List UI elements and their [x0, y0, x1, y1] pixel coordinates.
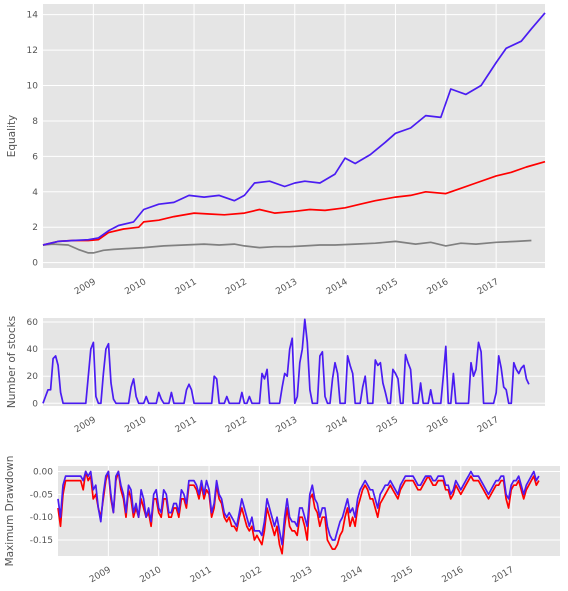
equality-series-line-0	[42, 239, 532, 254]
equality-chart-panel: 0 2 4 6 8 10 12 14 2009 2010 2011 2012 2013 2014 2015 2…	[6, 4, 546, 297]
maximum-drawdown-chart-panel: 0.00 -0.05 -0.10 -0.15 2009 2010 2011 2012 2013 2…	[4, 456, 560, 585]
equality-ytick-label: 2	[32, 223, 38, 233]
stocks-xtick-label: 2015	[375, 415, 400, 435]
stocks-series-line-0	[42, 318, 530, 405]
stocks-xtick-label: 2014	[325, 415, 350, 435]
stocks-xtick-label: 2010	[123, 415, 148, 435]
stocks-ytick-label: 20	[27, 372, 39, 382]
stocks-xtick-label: 2013	[274, 415, 299, 435]
equality-ytick-label: 0	[32, 259, 38, 269]
equality-xtick-label: 2010	[123, 277, 148, 297]
stocks-ytick-label: 40	[27, 345, 39, 355]
stocks-xtick-label: 2011	[174, 415, 199, 435]
stocks-xtick-label: 2009	[73, 415, 98, 435]
drawdown-xtick-label: 2009	[88, 565, 113, 585]
equality-xtick-label: 2012	[224, 277, 249, 297]
drawdown-xtick-label: 2014	[340, 565, 365, 585]
equality-ytick-label: 10	[27, 82, 39, 92]
drawdown-ytick-label: -0.10	[30, 513, 54, 523]
equality-xtick-label: 2014	[325, 277, 350, 297]
equality-ytick-label: 6	[32, 152, 38, 162]
drawdown-axis-label: Maximum Drawdown	[4, 456, 16, 567]
drawdown-xtick-label: 2010	[138, 565, 163, 585]
equality-plot-area	[43, 4, 545, 268]
equality-ytick-label: 14	[27, 11, 39, 21]
number-of-stocks-chart-panel: 0 20 40 60 2009 2010 2011 2012 2013 2014 2015 2016 2…	[6, 316, 545, 435]
stocks-xtick-label: 2012	[224, 415, 249, 435]
drawdown-xtick-label: 2012	[239, 565, 264, 585]
drawdown-xtick-label: 2013	[289, 565, 314, 585]
stocks-xtick-label: 2016	[425, 415, 450, 435]
stocks-ytick-label: 60	[27, 318, 39, 328]
drawdown-xtick-label: 2017	[491, 565, 516, 585]
equality-series-line-2	[42, 12, 546, 246]
drawdown-xtick-label: 2011	[189, 565, 214, 585]
drawdown-xtick-label: 2015	[390, 565, 415, 585]
equality-xtick-label: 2016	[425, 277, 450, 297]
drawdown-ytick-label: -0.15	[30, 536, 53, 546]
equality-ytick-label: 8	[32, 117, 38, 127]
drawdown-ytick-label: 0.00	[33, 467, 53, 477]
drawdown-series-line-1	[57, 470, 540, 546]
drawdown-xtick-label: 2016	[440, 565, 465, 585]
equality-axis-label: Equality	[6, 115, 18, 158]
stocks-xtick-label: 2017	[476, 415, 501, 435]
stocks-ytick-label: 0	[32, 399, 38, 409]
equality-series-line-1	[42, 160, 546, 246]
equality-xtick-label: 2015	[375, 277, 400, 297]
equality-xtick-label: 2011	[174, 277, 199, 297]
equality-xtick-label: 2017	[476, 277, 501, 297]
equality-ytick-label: 12	[27, 46, 38, 56]
drawdown-ytick-label: -0.05	[30, 490, 53, 500]
equality-ytick-label: 4	[32, 188, 38, 198]
equality-xtick-label: 2009	[73, 277, 98, 297]
stocks-axis-label: Number of stocks	[6, 316, 18, 408]
equality-xtick-label: 2013	[274, 277, 299, 297]
